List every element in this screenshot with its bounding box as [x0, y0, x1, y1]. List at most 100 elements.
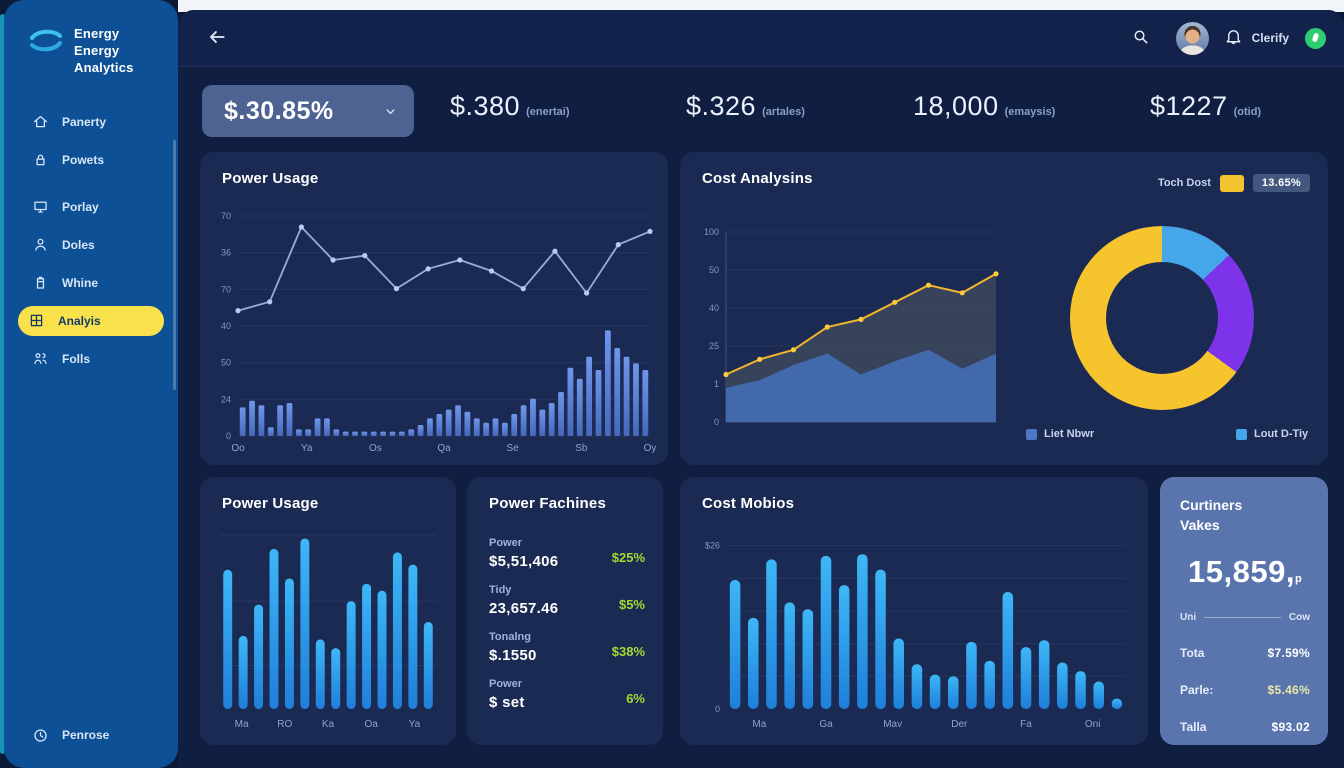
machine-stat-row: Power $5,51,406 $25% — [489, 537, 645, 570]
machine-stat-label: Tonalng — [489, 631, 531, 643]
battery-icon — [36, 276, 45, 289]
svg-text:40: 40 — [709, 303, 719, 313]
customer-stat-row: Talla $93.02 — [1180, 720, 1310, 734]
cost-metrics-card: Cost Mobios $26 0 Ma Ga Mav Der Fa Oni — [680, 477, 1148, 745]
column-divider — [1204, 616, 1281, 618]
sidebar-item-doles[interactable]: Doles — [4, 226, 178, 264]
svg-text:Qa: Qa — [437, 443, 451, 454]
card-title: Power Usage — [222, 495, 319, 512]
sidebar: Energy Energy Analytics Panerty Powets Por… — [4, 0, 178, 768]
svg-text:RO: RO — [277, 719, 292, 730]
machine-stat-value: $.1550 — [489, 647, 537, 664]
stat-item: 18,000 (emaysis) — [913, 91, 1055, 122]
customer-stat-value: $93.02 — [1271, 719, 1310, 734]
customer-stat-row: Parle: $5.46% — [1180, 683, 1310, 697]
customer-stat-value: $5.46% — [1267, 682, 1310, 697]
machine-stat-row: Power $ set 6% — [489, 678, 645, 711]
svg-text:50: 50 — [221, 358, 231, 368]
machine-stat-row: Tidy 23,657.46 $5% — [489, 584, 645, 617]
sidebar-item-penrose[interactable]: Penrose — [4, 716, 178, 754]
lock-icon — [36, 154, 45, 166]
legend-label: Lout D-Tiy — [1254, 428, 1309, 440]
monitor-icon — [34, 201, 47, 213]
stat-pill-value: $.30.85% — [224, 96, 334, 125]
notifications-button[interactable] — [1223, 27, 1245, 49]
card-title: Power Fachines — [489, 495, 607, 512]
legend-area-series: Liet Nbwr — [1026, 428, 1094, 440]
clock-icon — [34, 728, 47, 742]
stat-filter-dropdown[interactable]: $.30.85% — [202, 85, 414, 137]
card-title: Cost Analysins — [702, 170, 813, 187]
sidebar-item-powets[interactable]: Powets — [4, 141, 178, 179]
svg-text:Der: Der — [951, 719, 968, 730]
sidebar-scrollbar[interactable] — [173, 140, 176, 390]
chart-icon — [30, 314, 43, 327]
svg-text:0: 0 — [715, 704, 720, 714]
topbar: Clerify — [178, 10, 1344, 67]
power-usage-combo-chart: 70 36 70 40 50 24 0 Oo Ya Os Qa Se Sb Oy — [210, 206, 658, 456]
machine-stat-percent: $38% — [611, 644, 645, 659]
customers-columns: Uni Cow — [1180, 612, 1310, 623]
sidebar-item-label: Whine — [62, 275, 98, 290]
legend-swatch — [1026, 428, 1037, 440]
power-usage-top-card: Power Usage 70 36 70 40 50 24 0 Oo Ya Os Qa Se Sb Oy — [200, 152, 668, 465]
search-button[interactable] — [1130, 27, 1152, 49]
customers-big-value: 15,859,p — [1188, 553, 1303, 589]
svg-text:Oo: Oo — [231, 443, 245, 454]
customer-stat-label: Parle: — [1180, 682, 1214, 697]
svg-text:Se: Se — [507, 443, 520, 454]
svg-text:100: 100 — [704, 227, 719, 237]
stat-label: (enertai) — [526, 106, 570, 118]
sidebar-item-analyis[interactable]: Analyis — [18, 305, 164, 336]
svg-text:Ya: Ya — [301, 443, 313, 454]
power-machines-card: Power Fachines Power $5,51,406 $25% Tidy 23,… — [467, 477, 663, 745]
left-edge-accent — [0, 14, 5, 754]
customer-stat-label: Tota — [1180, 645, 1205, 660]
svg-text:70: 70 — [221, 284, 231, 294]
user-avatar[interactable] — [1175, 21, 1209, 55]
donut-header-label: Toch Dost — [1157, 177, 1211, 189]
stats-row: $.30.85% $.380 (enertai) $.326 (artales) 1… — [178, 67, 1344, 157]
svg-text:Ma: Ma — [235, 719, 249, 730]
sidebar-item-porlay[interactable]: Porlay — [4, 188, 178, 226]
bell-icon — [1226, 30, 1241, 45]
machine-stat-percent: 6% — [626, 691, 645, 706]
sidebar-item-label: Doles — [62, 237, 95, 252]
customers-card: Curtiners Vakes 15,859,p Uni Cow Tota $7.… — [1160, 477, 1328, 745]
customer-stat-value: $7.59% — [1267, 645, 1310, 660]
svg-text:0: 0 — [714, 417, 719, 427]
users-icon — [34, 353, 47, 365]
machine-stat-label: Tidy — [489, 584, 512, 596]
brand-line2: Analytics — [74, 59, 134, 75]
stat-value: $1227 — [1150, 91, 1228, 121]
cost-metrics-bar-chart: $26 0 Ma Ga Mav Der Fa Oni — [692, 527, 1136, 733]
brand: Energy Energy Analytics — [4, 0, 178, 103]
sidebar-item-panerty[interactable]: Panerty — [4, 103, 178, 141]
back-button[interactable] — [204, 25, 230, 51]
status-dot — [1305, 27, 1326, 49]
power-usage-bar-chart: Ma RO Ka Oa Ya — [210, 525, 446, 733]
sidebar-item-whine[interactable]: Whine — [4, 264, 178, 302]
stat-label: (emaysis) — [1004, 106, 1056, 118]
svg-text:Oy: Oy — [644, 443, 657, 454]
sidebar-item-label: Porlay — [62, 199, 99, 214]
sidebar-item-label: Powets — [62, 152, 105, 167]
svg-text:Ga: Ga — [819, 719, 833, 730]
customer-stat-label: Talla — [1180, 719, 1207, 734]
stat-value: $.326 — [686, 91, 757, 121]
svg-text:50: 50 — [709, 265, 719, 275]
stat-item: $1227 (otid) — [1150, 91, 1261, 122]
svg-text:24: 24 — [221, 394, 231, 404]
sidebar-item-folls[interactable]: Folls — [4, 340, 178, 378]
donut-header: Toch Dost 13.65% — [1158, 174, 1310, 192]
yellow-swatch — [1219, 174, 1244, 192]
home-icon — [33, 116, 48, 128]
stat-label: (otid) — [1233, 106, 1262, 118]
sidebar-item-label: Panerty — [62, 114, 107, 129]
donut-hole — [1106, 262, 1218, 374]
svg-text:40: 40 — [221, 321, 231, 331]
svg-text:Os: Os — [369, 443, 382, 454]
legend-label: Liet Nbwr — [1044, 428, 1095, 440]
cost-analysis-card: Cost Analysins Toch Dost 13.65% 100 50 40 2… — [680, 152, 1328, 465]
